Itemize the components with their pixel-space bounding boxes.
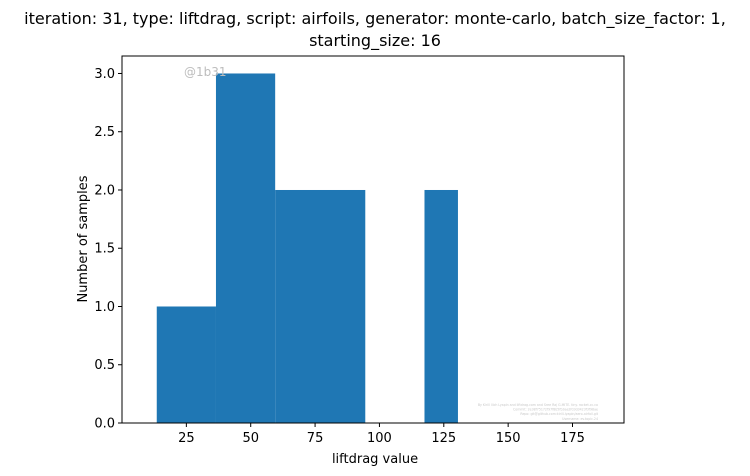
footnote-line-1: Commit: 2e38f75172f97f8b5fb3aa2fd3d3423f…: [513, 408, 598, 412]
y-tick-label-6: 3.0: [94, 67, 115, 82]
footnote-line-2: Repo: git@github.com:kirill-lyapin/aero-…: [520, 412, 598, 416]
plot-frame: [121, 55, 625, 424]
histogram-bar-3: [424, 189, 458, 423]
footnote-line-3: Username: ev.topic.24: [562, 417, 598, 421]
x-tick-label-3: 100: [367, 431, 392, 446]
x-tick-label-0: 25: [178, 431, 195, 446]
histogram-bar-1: [215, 73, 276, 423]
y-tick-label-2: 1.0: [94, 300, 115, 315]
x-tick-label-1: 50: [242, 431, 259, 446]
x-tick-label-5: 150: [496, 431, 521, 446]
x-tick-label-6: 175: [560, 431, 585, 446]
y-axis: 0.0 0.5 1.0 1.5 2.0 2.5 3.0: [94, 67, 122, 432]
footnote-line-0: By Kirill Ilich Lyapin and liftdrag.com …: [478, 403, 598, 407]
bars-layer: [156, 73, 458, 423]
watermark-text: @1b31: [184, 65, 227, 79]
y-tick-label-5: 2.5: [94, 125, 115, 140]
chart-title-line-2: starting_size: 16: [309, 31, 441, 51]
y-tick-label-1: 0.5: [94, 358, 115, 373]
footnote-text: By Kirill Ilich Lyapin and liftdrag.com …: [478, 403, 599, 421]
y-axis-label: Number of samples: [76, 175, 91, 302]
chart-title: iteration: 31, type: liftdrag, script: a…: [24, 9, 726, 29]
histogram-bar-2: [275, 189, 366, 423]
y-tick-label-0: 0.0: [94, 417, 115, 432]
x-axis: 25 50 75 100 125 150 175: [178, 423, 585, 446]
histogram-bar-0: [156, 306, 216, 423]
x-axis-label: liftdrag value: [332, 452, 418, 467]
x-tick-label-2: 75: [307, 431, 324, 446]
y-tick-label-3: 1.5: [94, 242, 115, 257]
y-tick-label-4: 2.0: [94, 183, 115, 198]
x-tick-label-4: 125: [431, 431, 456, 446]
